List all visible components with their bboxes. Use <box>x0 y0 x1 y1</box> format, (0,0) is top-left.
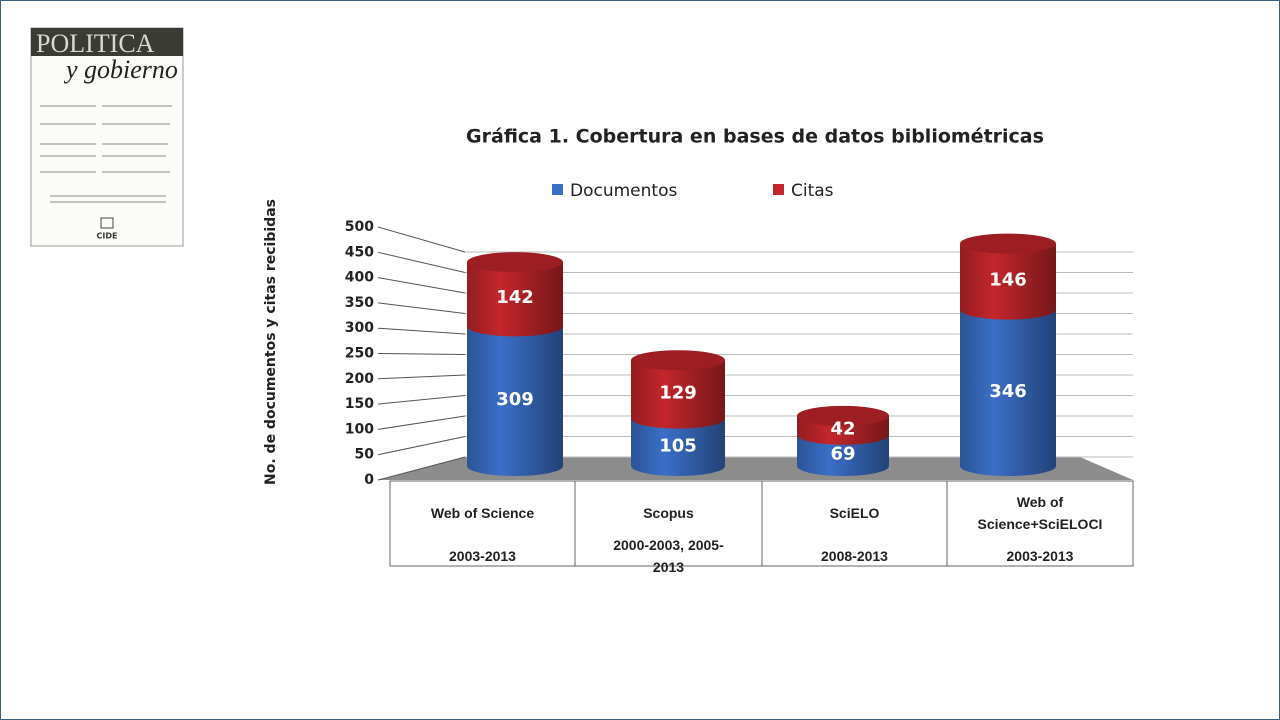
cover-logo <box>100 217 114 229</box>
y-tick-label: 400 <box>345 270 374 286</box>
grid-line <box>377 226 466 253</box>
y-tick-label: 150 <box>345 396 374 412</box>
value-label: 69 <box>830 443 855 464</box>
grid-line <box>377 436 466 456</box>
y-tick-label: 200 <box>345 371 374 387</box>
legend-label: Documentos <box>570 181 677 201</box>
y-tick-label: 450 <box>345 244 374 260</box>
bar <box>467 262 563 327</box>
value-label: 309 <box>496 389 534 410</box>
y-tick-label: 250 <box>345 346 374 362</box>
bar-cap <box>631 350 725 371</box>
y-tick-label: 350 <box>345 295 374 311</box>
grid-line <box>377 456 466 481</box>
period-label-text: 2003-2013 <box>449 548 516 564</box>
x-tick-label: Scopus <box>575 490 762 536</box>
period-label-text: 2003-2013 <box>1006 548 1074 564</box>
cover-publisher: CIDE <box>97 232 118 241</box>
bar-cap <box>960 233 1056 254</box>
cover-lines <box>40 105 172 203</box>
y-tick-label: 50 <box>355 447 375 463</box>
journal-cover: POLITICA y gobierno CIDE <box>30 27 184 247</box>
period-label: 2008-2013 <box>762 545 947 567</box>
value-label: 42 <box>830 418 855 439</box>
period-label-text: 2000-2003, 2005-2013 <box>613 537 724 575</box>
grid-line <box>377 277 466 294</box>
value-label: 346 <box>989 381 1027 402</box>
grid-line <box>377 395 466 405</box>
floor <box>378 457 1133 480</box>
value-label: 146 <box>989 270 1027 291</box>
value-label: 129 <box>659 382 697 403</box>
bar <box>960 243 1056 310</box>
value-label: 105 <box>659 435 697 456</box>
grid-line <box>377 415 466 430</box>
legend-label: Citas <box>791 181 834 201</box>
y-axis-label: No. de documentos y citas recibidas <box>263 199 279 485</box>
x-tick-label-text: Web of Science+SciELOCI <box>977 494 1103 532</box>
value-label: 142 <box>496 287 534 308</box>
period-label: 2000-2003, 2005-2013 <box>575 537 762 575</box>
period-label: 2003-2013 <box>947 545 1133 567</box>
bar <box>960 309 1056 466</box>
x-tick-label-text: Scopus <box>643 505 694 521</box>
grid-line <box>377 302 466 314</box>
grid-line <box>377 251 466 273</box>
x-tick-label-text: SciELO <box>829 505 880 521</box>
period-label-text: 2008-2013 <box>821 548 888 564</box>
period-label: 2003-2013 <box>390 545 575 567</box>
legend-swatch <box>552 184 563 195</box>
bar <box>467 326 563 466</box>
bar-cap <box>797 405 889 426</box>
chart-title: Gráfica 1. Cobertura en bases de datos b… <box>466 126 1044 148</box>
legend-swatch <box>773 184 784 195</box>
cover-band <box>31 28 183 56</box>
y-tick-label: 300 <box>345 320 374 336</box>
bar-cap <box>467 252 563 273</box>
x-tick-label: Web of Science+SciELOCI <box>947 490 1133 536</box>
grid-line <box>377 353 466 355</box>
grid-line <box>377 374 466 380</box>
x-tick-label: Web of Science <box>390 490 575 536</box>
grid-line <box>377 327 466 335</box>
cover-subtitle: y gobierno <box>63 55 178 84</box>
x-tick-label: SciELO <box>762 490 947 536</box>
y-tick-label: 0 <box>364 472 374 488</box>
x-tick-label-text: Web of Science <box>430 505 535 521</box>
cover-title: POLITICA <box>36 29 155 58</box>
y-tick-label: 500 <box>345 219 374 235</box>
y-tick-label: 100 <box>345 421 374 437</box>
